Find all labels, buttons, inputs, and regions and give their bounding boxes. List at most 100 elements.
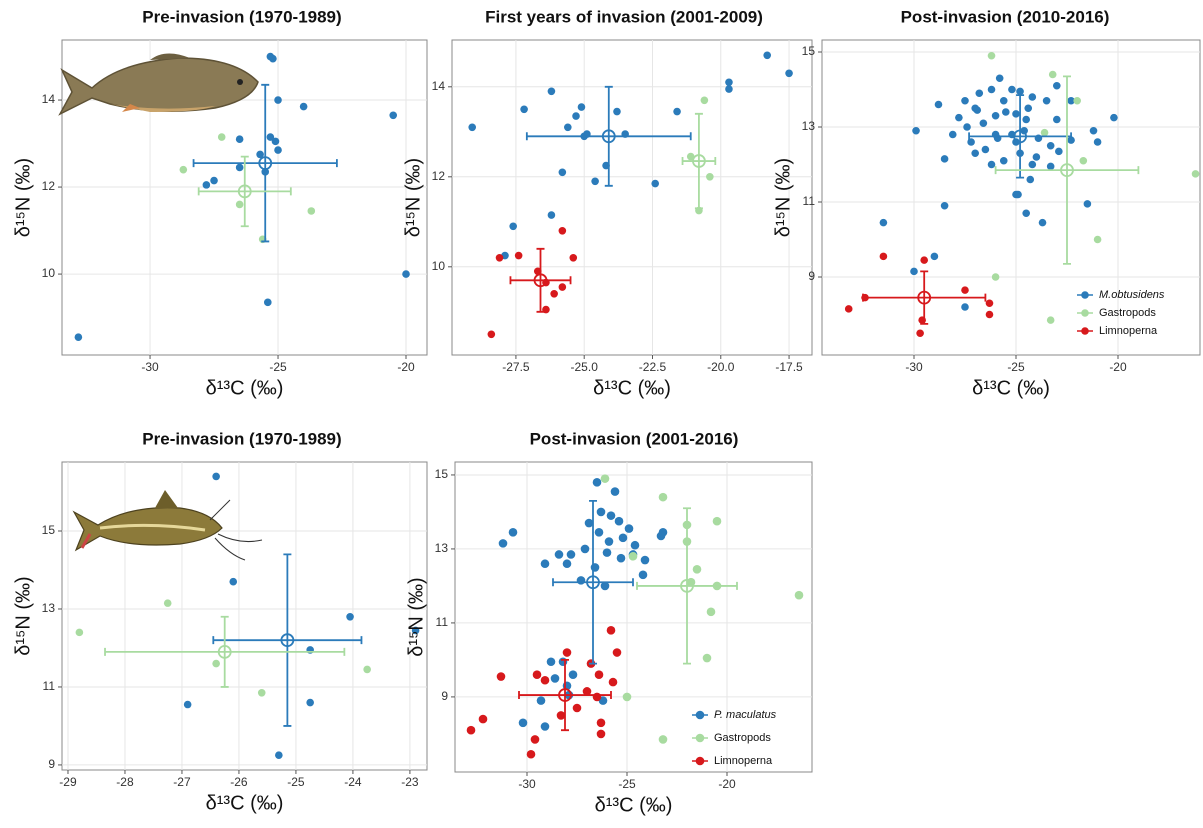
- data-point: [1110, 113, 1118, 122]
- data-point: [592, 692, 602, 702]
- data-point: [940, 201, 949, 210]
- data-point: [600, 474, 610, 483]
- data-point: [576, 576, 586, 585]
- data-point: [640, 555, 650, 565]
- x-tick-label: -29: [59, 775, 77, 789]
- y-error-bar: [1016, 94, 1025, 179]
- data-point: [1026, 175, 1035, 184]
- data-point: [991, 111, 1000, 120]
- data-point: [540, 675, 550, 685]
- mean-marker: [533, 273, 548, 288]
- data-point: [1028, 93, 1037, 101]
- data-point: [514, 251, 523, 260]
- data-point: [163, 599, 172, 607]
- y-tick-label: 9: [808, 269, 815, 283]
- y-axis-label: δ¹⁵N (‰): [12, 158, 34, 237]
- mean-marker: [680, 579, 694, 593]
- data-point: [618, 533, 628, 543]
- data-point: [269, 54, 277, 63]
- y-axis-label: δ¹⁵N (‰): [12, 576, 34, 655]
- y-error-bar: [1063, 75, 1071, 265]
- data-point: [961, 286, 969, 294]
- data-point: [1093, 138, 1102, 146]
- data-point: [606, 511, 616, 520]
- data-point: [179, 165, 188, 174]
- mean-marker: [586, 575, 600, 590]
- data-point: [558, 227, 567, 235]
- y-axis-label: δ¹⁵N (‰): [402, 158, 424, 237]
- data-point: [879, 218, 888, 227]
- data-point: [235, 163, 244, 172]
- data-point: [920, 256, 929, 264]
- legend-label: Gastropods: [1099, 307, 1156, 319]
- data-point: [628, 552, 638, 561]
- data-point: [389, 111, 398, 120]
- data-point: [540, 722, 550, 731]
- data-point: [912, 126, 920, 135]
- y-tick-label: 15: [42, 523, 56, 537]
- data-point: [594, 527, 604, 537]
- y-tick-label: 11: [436, 615, 449, 629]
- legend-key: [695, 733, 705, 743]
- data-point: [700, 96, 709, 105]
- mean-marker: [692, 154, 706, 168]
- data-point: [566, 550, 576, 559]
- data-point: [550, 674, 560, 683]
- data-point: [577, 103, 586, 111]
- data-point: [582, 687, 592, 696]
- panel: -29 -28 -27 -26 -25 -24 -23 9 11 13 15 Pre-invasion…: [12, 429, 428, 814]
- data-point: [562, 559, 572, 569]
- data-point: [496, 672, 506, 681]
- x-tick-label: -25.0: [571, 360, 599, 374]
- y-tick-label: 14: [42, 92, 56, 106]
- x-tick-label: -20.0: [707, 360, 735, 374]
- data-point: [550, 290, 558, 298]
- data-point: [1038, 218, 1047, 227]
- x-tick-label: -20: [1109, 360, 1127, 374]
- data-point: [556, 711, 566, 720]
- y-tick-label: 14: [432, 79, 446, 93]
- data-point: [210, 176, 218, 185]
- data-point: [202, 181, 211, 189]
- data-point: [572, 703, 582, 713]
- data-point: [596, 729, 606, 739]
- data-point: [725, 78, 733, 87]
- data-point: [616, 553, 626, 563]
- data-point: [217, 133, 226, 141]
- data-point: [526, 749, 536, 759]
- data-point: [651, 179, 660, 188]
- data-point: [558, 168, 567, 177]
- data-point: [1024, 104, 1033, 113]
- data-point: [1022, 115, 1030, 124]
- y-axis-label: δ¹⁵N (‰): [772, 158, 794, 237]
- data-point: [916, 329, 924, 338]
- x-tick-label: -20: [718, 777, 736, 791]
- legend-key: [1081, 291, 1089, 299]
- data-point: [1012, 190, 1020, 199]
- data-point: [785, 69, 793, 78]
- data-point: [229, 577, 238, 586]
- legend-key: [695, 756, 705, 766]
- data-point: [602, 548, 612, 557]
- data-point: [940, 155, 949, 163]
- mean-marker: [1013, 129, 1027, 144]
- x-axis-label: δ¹³C (‰): [206, 377, 284, 399]
- panel: -30 -25 -20 9 11 13 15 Post-invasion (2010-2016…: [772, 7, 1201, 399]
- x-tick-label: -30: [141, 360, 159, 374]
- data-point: [692, 564, 702, 574]
- data-point: [630, 540, 640, 550]
- data-point: [612, 648, 622, 657]
- data-point: [999, 96, 1008, 105]
- data-point: [212, 659, 220, 668]
- data-point: [702, 653, 712, 663]
- legend-key: [695, 710, 705, 720]
- data-point: [1040, 128, 1049, 137]
- y-error-bar: [694, 112, 703, 210]
- x-tick-label: -25: [287, 775, 305, 789]
- data-point: [1012, 138, 1020, 146]
- legend-key: [1081, 327, 1089, 335]
- data-point: [569, 253, 578, 262]
- y-tick-label: 12: [42, 179, 56, 193]
- legend-key: [1081, 309, 1089, 317]
